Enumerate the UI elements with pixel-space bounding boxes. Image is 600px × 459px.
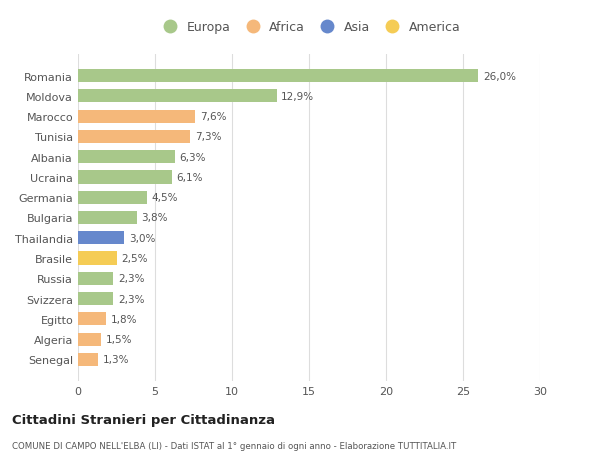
Text: 2,5%: 2,5% bbox=[121, 253, 148, 263]
Bar bbox=[78, 353, 98, 366]
Bar bbox=[78, 90, 277, 103]
Text: 2,3%: 2,3% bbox=[118, 294, 145, 304]
Text: 7,6%: 7,6% bbox=[200, 112, 226, 122]
Bar bbox=[78, 313, 106, 326]
Bar bbox=[78, 232, 124, 245]
Bar bbox=[78, 292, 113, 306]
Text: 3,0%: 3,0% bbox=[129, 233, 155, 243]
Text: 1,3%: 1,3% bbox=[103, 355, 129, 364]
Bar bbox=[78, 191, 148, 204]
Text: COMUNE DI CAMPO NELL'ELBA (LI) - Dati ISTAT al 1° gennaio di ogni anno - Elabora: COMUNE DI CAMPO NELL'ELBA (LI) - Dati IS… bbox=[12, 441, 456, 450]
Bar bbox=[78, 171, 172, 184]
Bar bbox=[78, 272, 113, 285]
Bar bbox=[78, 151, 175, 164]
Bar bbox=[78, 212, 137, 224]
Text: 12,9%: 12,9% bbox=[281, 92, 314, 102]
Text: Cittadini Stranieri per Cittadinanza: Cittadini Stranieri per Cittadinanza bbox=[12, 413, 275, 426]
Text: 1,5%: 1,5% bbox=[106, 334, 132, 344]
Text: 3,8%: 3,8% bbox=[141, 213, 167, 223]
Text: 6,3%: 6,3% bbox=[179, 152, 206, 162]
Text: 26,0%: 26,0% bbox=[483, 72, 516, 81]
Text: 7,3%: 7,3% bbox=[195, 132, 221, 142]
Bar bbox=[78, 252, 116, 265]
Bar bbox=[78, 70, 478, 83]
Text: 1,8%: 1,8% bbox=[110, 314, 137, 324]
Bar bbox=[78, 130, 190, 144]
Text: 2,3%: 2,3% bbox=[118, 274, 145, 284]
Bar bbox=[78, 333, 101, 346]
Text: 6,1%: 6,1% bbox=[176, 173, 203, 183]
Text: 4,5%: 4,5% bbox=[152, 193, 178, 203]
Bar bbox=[78, 110, 195, 123]
Legend: Europa, Africa, Asia, America: Europa, Africa, Asia, America bbox=[155, 19, 463, 37]
